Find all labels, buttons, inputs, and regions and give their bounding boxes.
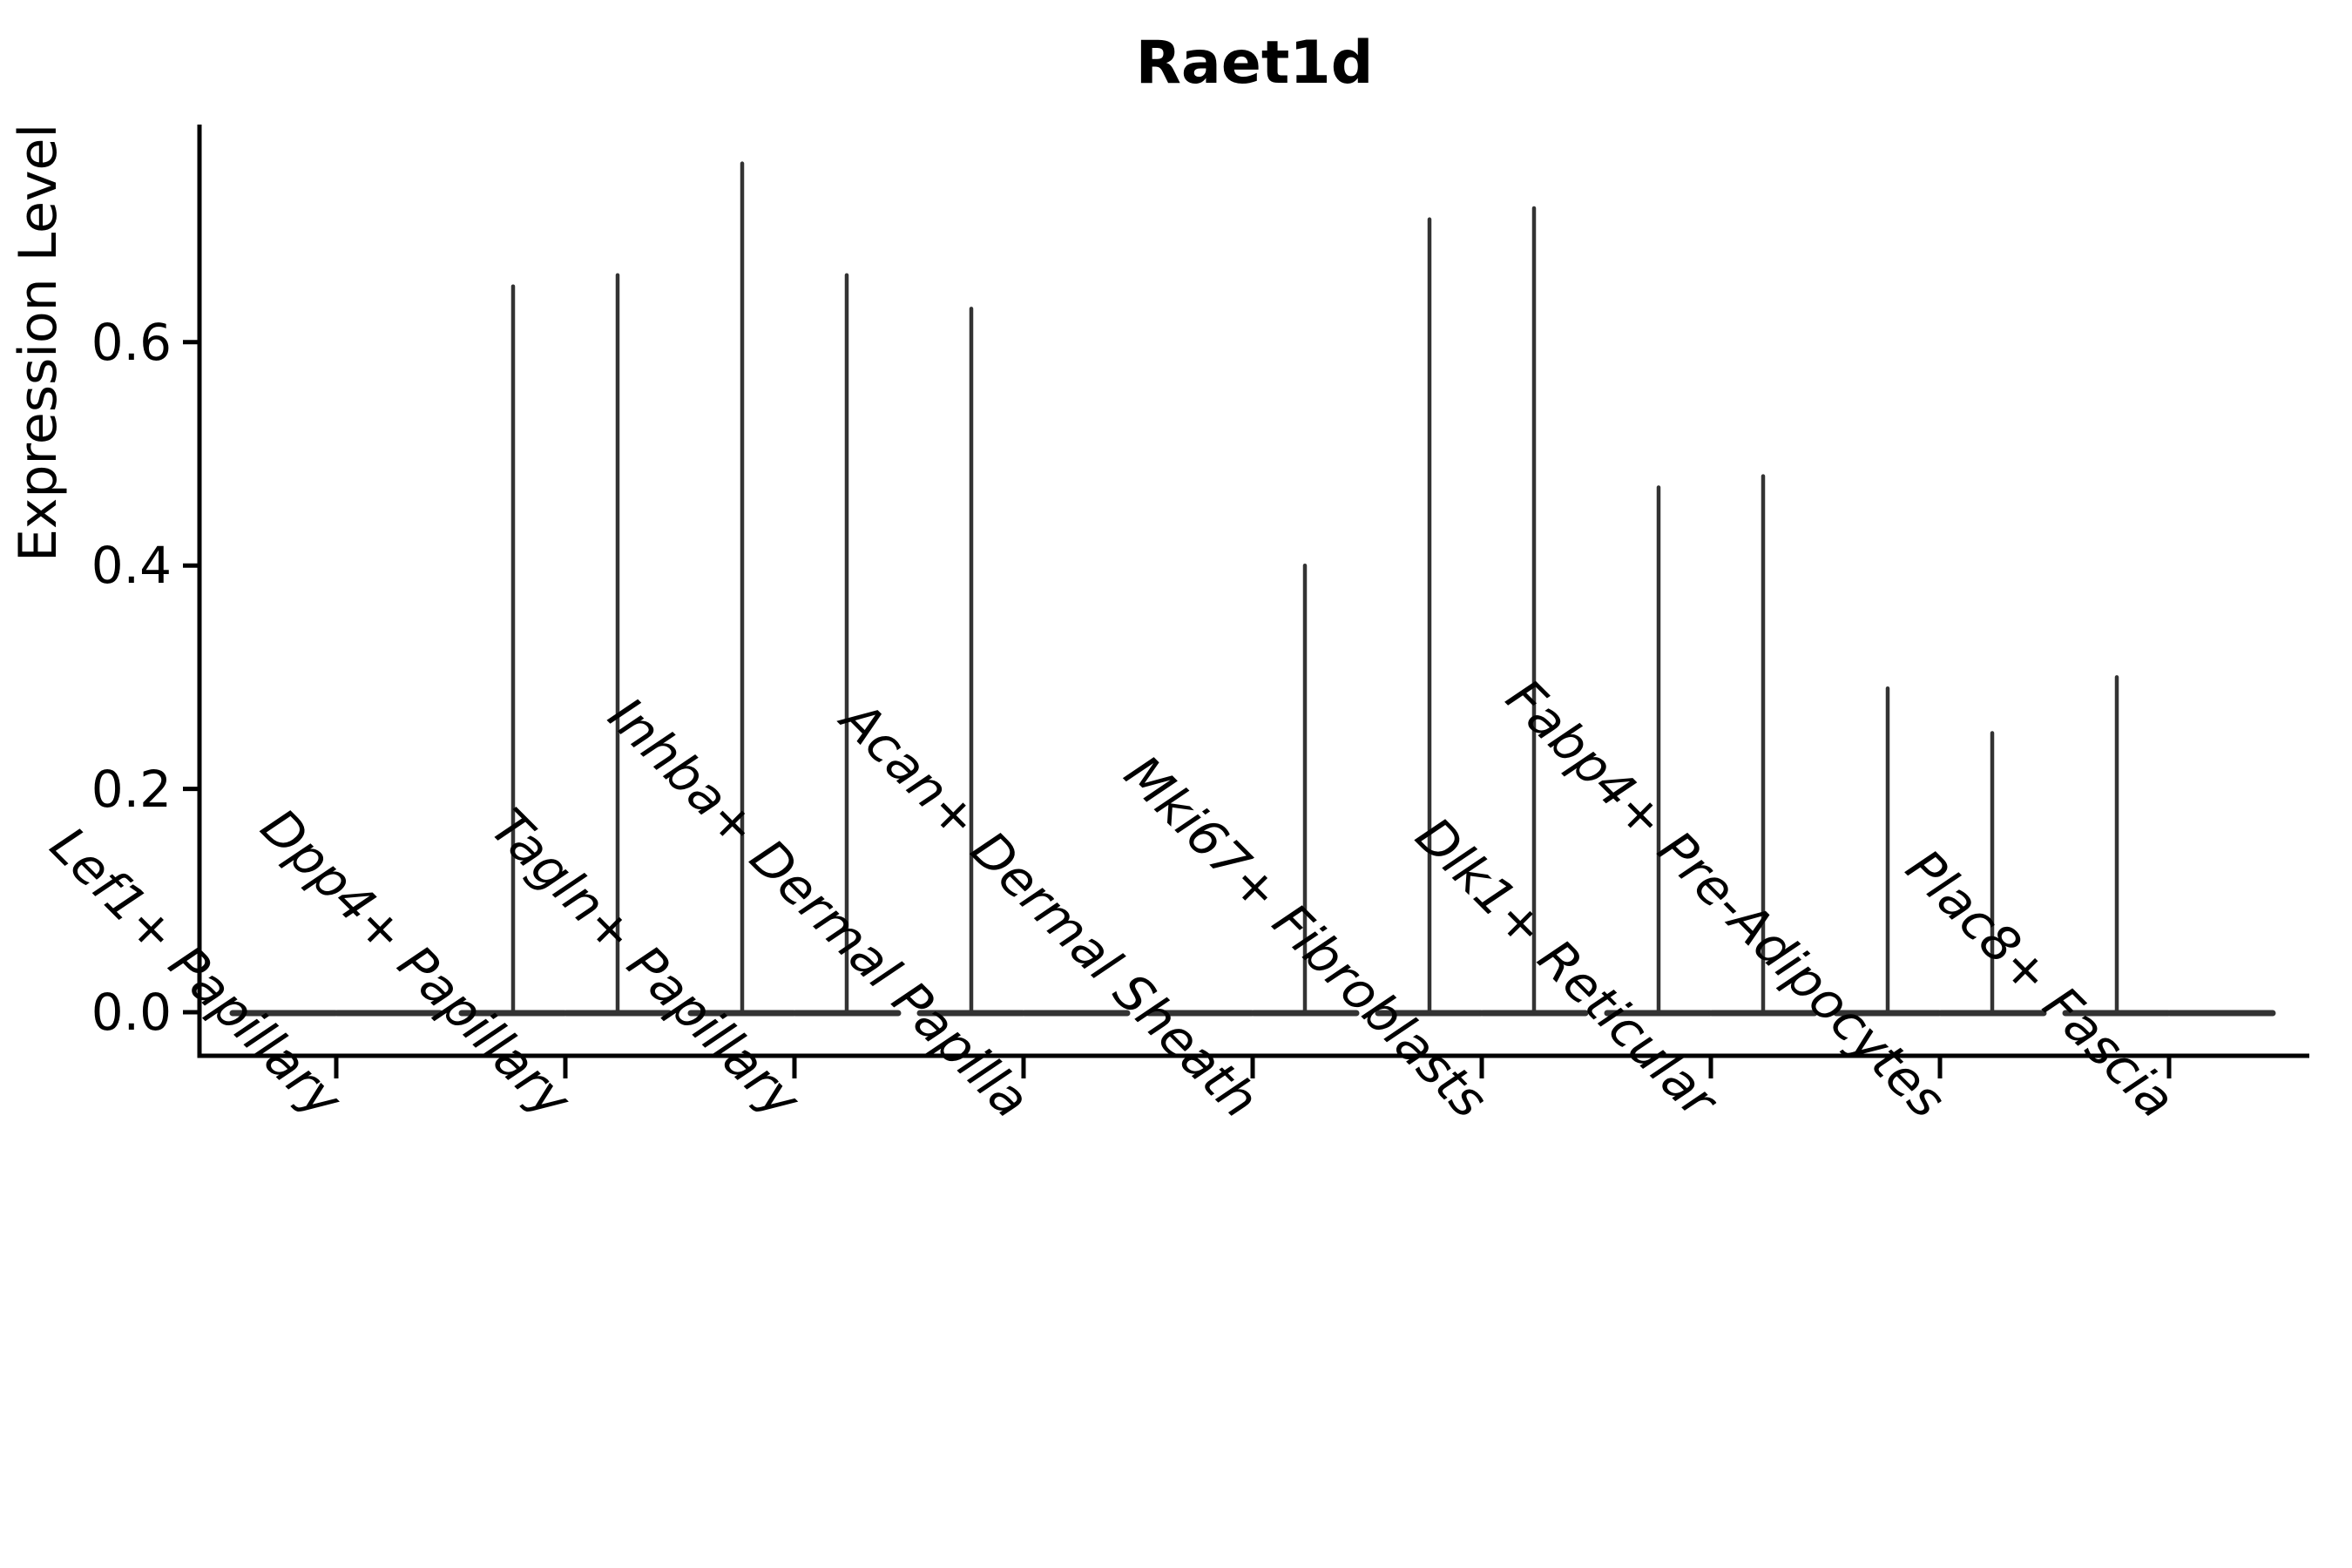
y-tick-label: 0.6 [91, 312, 172, 372]
plot-title: Raet1d [1135, 29, 1374, 98]
y-tick-label: 0.0 [91, 983, 172, 1042]
y-tick-label: 0.2 [91, 759, 172, 819]
y-tick-label: 0.4 [91, 536, 172, 596]
